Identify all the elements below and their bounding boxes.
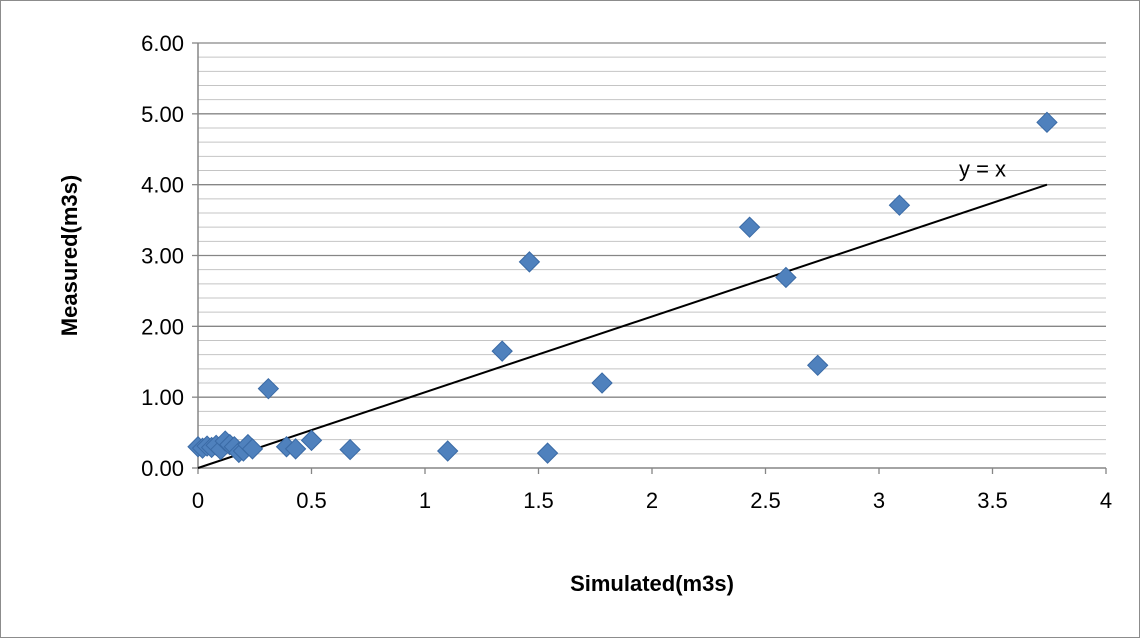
y-tick-label: 6.00 [141, 31, 184, 56]
x-tick-label: 0 [192, 488, 204, 513]
y-tick-label: 2.00 [141, 314, 184, 339]
data-point [300, 429, 323, 452]
data-point [241, 438, 264, 460]
x-tick-label: 0.5 [296, 488, 327, 513]
x-tick-label: 3 [873, 488, 885, 513]
gridlines [198, 42, 1106, 455]
reference-line-y-equals-x [197, 183, 1048, 469]
x-tick-label: 1 [419, 488, 431, 513]
data-point [536, 442, 559, 464]
x-tick-label: 1.5 [523, 488, 554, 513]
data-point [491, 340, 513, 362]
data-point [284, 438, 307, 460]
data-point [738, 216, 761, 238]
data-point [888, 194, 911, 216]
x-tick-label: 2.5 [750, 488, 781, 513]
y-tick-label: 4.00 [141, 173, 184, 198]
x-tick-label: 2 [646, 488, 658, 513]
tick-labels: 0.00 1.00 2.00 3.00 4.00 5.00 6.00 0 0.5 1 1.5 2 2.5… [141, 31, 1112, 513]
y-tick-label: 1.00 [141, 385, 184, 410]
reference-line-label: y = x [959, 157, 1006, 182]
data-point [339, 438, 361, 461]
data-point [807, 354, 829, 376]
data-point [257, 377, 280, 400]
data-point [518, 251, 541, 273]
data-points [187, 111, 1058, 464]
y-axis-title: Measured(m3s) [57, 175, 82, 336]
y-tick-label: 0.00 [141, 456, 184, 481]
data-point [775, 266, 797, 289]
data-point [436, 440, 459, 462]
data-point [591, 372, 613, 394]
x-tick-label: 3.5 [977, 488, 1008, 513]
x-tick-label: 4 [1100, 488, 1112, 513]
data-point [1036, 111, 1058, 134]
reference-line-group: y = x [197, 157, 1048, 469]
x-axis-title: Simulated(m3s) [570, 571, 734, 596]
axes [192, 42, 1107, 474]
y-tick-label: 5.00 [141, 102, 184, 127]
y-tick-label: 3.00 [141, 244, 184, 269]
